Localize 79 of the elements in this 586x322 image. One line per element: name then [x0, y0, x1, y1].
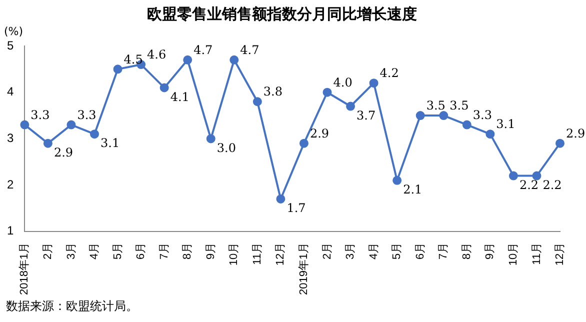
point	[113, 64, 122, 74]
x-tick-label: 2月	[321, 242, 334, 260]
x-tick-label: 7月	[158, 242, 170, 260]
chart-title: 欧盟零售业销售额指数分月同比增长速度	[147, 5, 417, 24]
text: 2.9	[54, 145, 74, 160]
x-tick-label: 2018年1月	[18, 242, 31, 296]
point	[20, 120, 30, 130]
point	[556, 138, 564, 148]
x-tick-label: 10月	[507, 242, 520, 266]
text: 3.1	[100, 136, 120, 150]
x-tick-label: 5月	[112, 242, 124, 260]
x-tick-label: 9月	[204, 242, 217, 260]
point	[439, 111, 448, 120]
y-tick-label: 4	[6, 84, 14, 99]
point	[252, 97, 262, 106]
point	[462, 120, 472, 130]
text: 3.0	[216, 140, 236, 155]
text: 3.1	[496, 117, 516, 132]
text: 2.9	[310, 126, 330, 140]
text: 2.1	[403, 182, 422, 197]
x-tick-label: 2019年1月	[298, 242, 310, 296]
x-tick-label: 10月	[228, 242, 240, 266]
x-tick-label: 7月	[438, 242, 450, 260]
point	[276, 194, 286, 204]
x-tick-label: 8月	[182, 242, 194, 260]
text: 1.7	[286, 201, 306, 216]
point	[206, 134, 216, 144]
text: 3.5	[450, 98, 469, 113]
x-tick-label: 4月	[368, 242, 380, 260]
x-tick-label: 12月	[274, 242, 287, 266]
x-tick-label: 11月	[251, 242, 264, 265]
x-tick-label: 6月	[414, 242, 426, 260]
text: 4.7	[194, 43, 213, 58]
x-tick-label: 4月	[88, 242, 101, 260]
y-tick-label: 5	[6, 38, 14, 52]
point	[532, 171, 542, 180]
source-note: 数据来源：欧盟统计局。	[6, 298, 139, 315]
x-tick-label: 3月	[344, 242, 357, 260]
text: 4.2	[380, 66, 399, 80]
y-axis-title: (%)	[4, 24, 24, 38]
text: 2.9	[566, 126, 586, 140]
point	[508, 171, 518, 180]
text: 2.2	[542, 178, 562, 192]
point	[416, 111, 425, 120]
point	[230, 55, 239, 64]
point	[369, 78, 378, 88]
x-tick-label: 5月	[391, 242, 404, 260]
text: 3.7	[356, 108, 376, 122]
point	[90, 130, 99, 139]
y-tick-label: 1	[6, 224, 14, 238]
point	[66, 120, 76, 130]
x-tick-label: 9月	[484, 242, 496, 260]
x-tick-label: 12月	[554, 242, 566, 266]
text: 3.3	[77, 108, 96, 122]
x-tick-label: 8月	[460, 242, 473, 260]
text: 4.6	[147, 48, 166, 62]
y-tick-label: 2	[6, 177, 14, 192]
text: 4.0	[333, 75, 352, 90]
point	[322, 88, 332, 97]
text: 3.8	[263, 84, 283, 99]
y-tick-label: 3	[6, 131, 14, 146]
text: 3.3	[30, 108, 50, 122]
point	[392, 176, 402, 185]
text: 3.3	[472, 108, 492, 122]
point	[43, 138, 52, 148]
text: 2.2	[519, 178, 539, 192]
text: 3.5	[426, 98, 446, 113]
point	[346, 102, 356, 111]
point	[183, 55, 192, 64]
text: 4.1	[170, 90, 190, 104]
point	[299, 138, 308, 148]
x-tick-label: 2月	[42, 242, 54, 260]
x-tick-label: 11月	[530, 242, 543, 265]
text: 4.7	[240, 43, 260, 58]
x-tick-label: 6月	[135, 242, 148, 260]
text: 4.5	[124, 52, 143, 66]
x-tick-label: 3月	[65, 242, 78, 260]
point	[486, 130, 495, 139]
point	[160, 83, 169, 92]
